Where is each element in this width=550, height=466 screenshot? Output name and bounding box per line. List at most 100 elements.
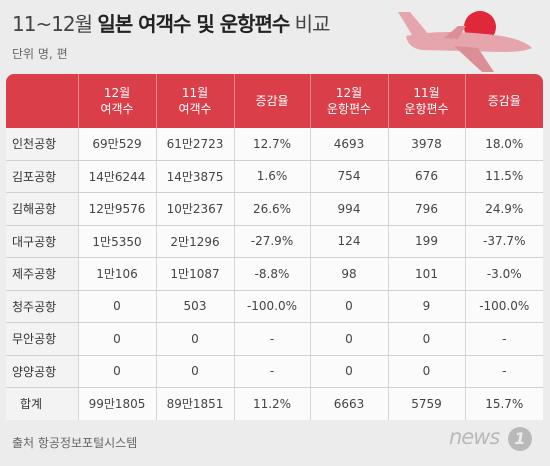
table-cell: 15.7% <box>464 387 543 420</box>
table-cell: 0 <box>387 355 465 388</box>
column-header-line: 운항편수 <box>326 102 372 116</box>
table-cell: - <box>233 355 310 388</box>
table-cell: -100.0% <box>233 290 310 323</box>
column-header: 증감율 <box>464 74 543 128</box>
table-row: 무안공항 0 0-0 0- <box>6 322 543 356</box>
table-cell: 101 <box>387 257 465 291</box>
title-part-1: 11~12월 <box>12 12 98 36</box>
table-cell: 0 <box>309 355 388 388</box>
airport-name: 양양공항 <box>6 355 78 388</box>
column-header-line: 여객수 <box>100 102 134 116</box>
airport-name: 무안공항 <box>6 322 78 356</box>
total-label: 합계 <box>6 387 78 420</box>
table-cell: -37.7% <box>464 225 543 258</box>
airplane-icon <box>398 11 532 72</box>
table-cell: 4693 <box>309 128 388 161</box>
table-row: 김해공항 12만9576 10만2367 26.6% 994 796 24.9% <box>6 192 543 226</box>
table-cell: 0 <box>309 322 388 356</box>
table-row: 청주공항 0 503 -100.0% 0 9 -100.0% <box>6 290 543 323</box>
airport-name: 인천공항 <box>6 128 78 161</box>
column-header-line: 증감율 <box>255 94 289 108</box>
table-cell: 1만5350 <box>77 225 156 258</box>
table-cell: 89만1851 <box>155 387 234 420</box>
table-row: 김포공항 14만6244 14만3875 1.6% 754 676 11.5% <box>6 160 543 193</box>
table-cell: 199 <box>387 225 465 258</box>
table-cell: 2만1296 <box>155 225 234 258</box>
table-cell: 18.0% <box>464 128 543 161</box>
unit-label: 단위 명, 편 <box>12 47 68 61</box>
table-cell: 0 <box>77 290 156 323</box>
header-corner <box>6 74 78 128</box>
table-header-row: 12월 여객수 11월 여객수 증감율 12월 운항편수 11월 운항편수 증감율 <box>6 74 543 128</box>
table-cell: 99만1805 <box>77 387 156 420</box>
table-cell: 24.9% <box>464 192 543 226</box>
plane-wing <box>454 46 494 72</box>
page-title: 11~12월 일본 여객수 및 운항편수 비교 <box>12 8 331 37</box>
title-part-3: 비교 <box>289 12 331 36</box>
source-label: 출처 항공정보포털시스템 <box>12 436 138 450</box>
table-cell: 0 <box>155 322 234 356</box>
plane-tail <box>398 12 430 38</box>
table-cell: 98 <box>309 257 388 291</box>
table-cell: -100.0% <box>464 290 543 323</box>
table-cell: 11.2% <box>233 387 310 420</box>
table-row: 제주공항 1만106 1만1087 -8.8% 98 101 -3.0% <box>6 257 543 291</box>
table-row: 양양공항 0 0-0 0- <box>6 355 543 388</box>
table-cell: 12만9576 <box>77 192 156 226</box>
table-body: 인천공항 69만529 61만2723 12.7% 4693 3978 18.0% 김포공항 1… <box>6 128 543 420</box>
column-header-line: 12월 <box>335 86 363 100</box>
table-cell: 676 <box>387 160 465 193</box>
airport-name: 김포공항 <box>6 160 78 193</box>
column-header-line: 11월 <box>181 86 209 100</box>
table-cell: 796 <box>387 192 465 226</box>
table-cell: -27.9% <box>233 225 310 258</box>
table-cell: 994 <box>309 192 388 226</box>
table-cell: 0 <box>77 322 156 356</box>
table-cell: 754 <box>309 160 388 193</box>
airport-name: 대구공항 <box>6 225 78 258</box>
table-cell: 6663 <box>309 387 388 420</box>
table-cell: -3.0% <box>464 257 543 291</box>
table-cell: 0 <box>77 355 156 388</box>
column-header-line: 운항편수 <box>404 102 449 116</box>
table-cell: 11.5% <box>464 160 543 193</box>
column-header-line: 증감율 <box>487 94 521 108</box>
table-cell: - <box>464 322 543 356</box>
table-cell: 9 <box>387 290 465 323</box>
table-cell: -8.8% <box>233 257 310 291</box>
table-cell: 0 <box>155 355 234 388</box>
table-cell: 14만6244 <box>77 160 156 193</box>
total-row: 합계 99만1805 89만1851 11.2% 6663 5759 15.7% <box>6 387 543 420</box>
column-header-line: 11월 <box>413 86 440 100</box>
airport-name: 청주공항 <box>6 290 78 323</box>
table-cell: 3978 <box>387 128 465 161</box>
column-header-line: 여객수 <box>178 102 212 116</box>
table-cell: 26.6% <box>233 192 310 226</box>
news1-logo-badge: 1 <box>508 427 532 451</box>
plane-rear-wing <box>444 26 466 39</box>
table-cell: 5759 <box>387 387 465 420</box>
plane-body <box>406 32 532 52</box>
table-cell: 1.6% <box>233 160 310 193</box>
table-cell: 0 <box>387 322 465 356</box>
column-header-line: 12월 <box>103 86 131 100</box>
column-header: 증감율 <box>233 74 310 128</box>
table-cell: - <box>464 355 543 388</box>
table-cell: 1만1087 <box>155 257 234 291</box>
table-cell: - <box>233 322 310 356</box>
table-cell: 503 <box>155 290 234 323</box>
table-cell: 0 <box>309 290 388 323</box>
table-cell: 124 <box>309 225 388 258</box>
title-part-2: 일본 여객수 및 운항편수 <box>97 12 290 36</box>
table-cell: 1만106 <box>77 257 156 291</box>
table-cell: 12.7% <box>233 128 310 161</box>
table-row: 대구공항 1만5350 2만1296 -27.9% 124 199 -37.7% <box>6 225 543 258</box>
table-row: 인천공항 69만529 61만2723 12.7% 4693 3978 18.0% <box>6 128 543 161</box>
table-cell: 69만529 <box>77 128 156 161</box>
table-cell: 61만2723 <box>155 128 234 161</box>
news1-logo: news <box>449 425 500 449</box>
